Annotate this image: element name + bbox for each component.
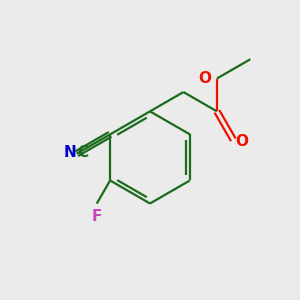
- Text: N: N: [64, 145, 76, 160]
- Text: O: O: [199, 71, 212, 86]
- Text: O: O: [236, 134, 249, 149]
- Text: C: C: [78, 145, 89, 160]
- Text: F: F: [92, 209, 102, 224]
